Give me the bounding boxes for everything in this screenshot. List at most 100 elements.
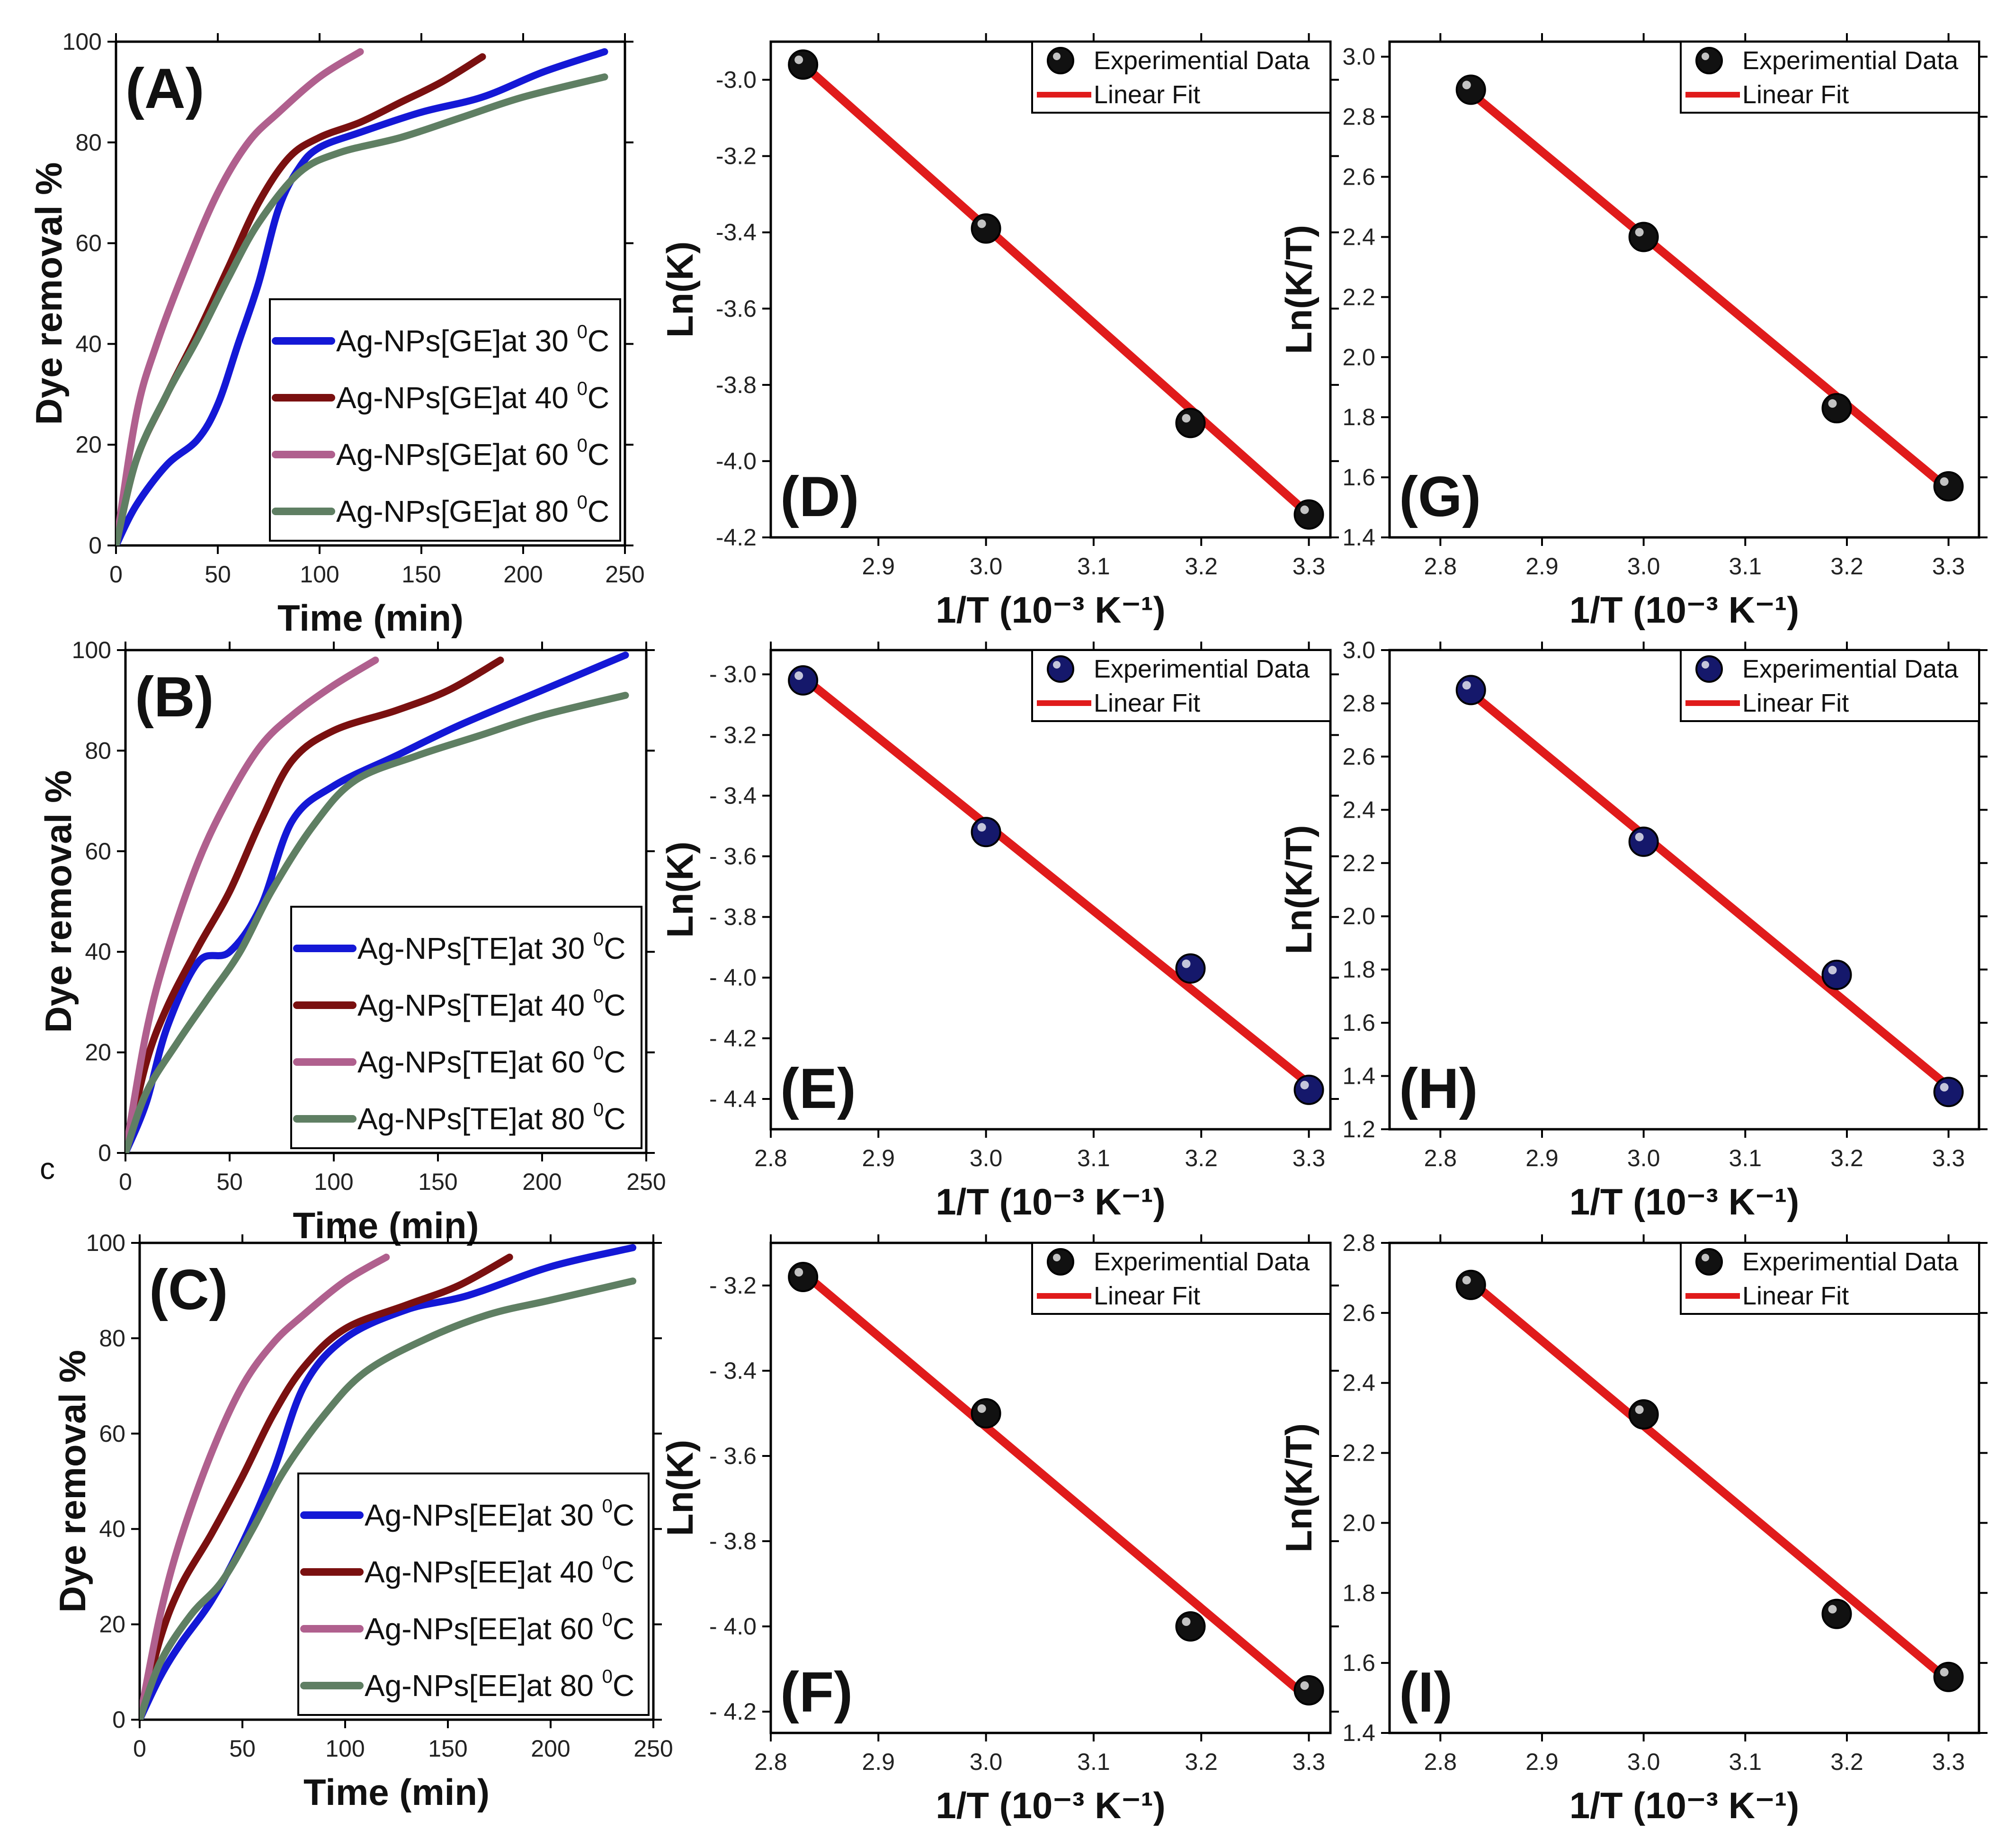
legend-frame	[1031, 1242, 1331, 1315]
y-tick-label: - 4.0	[709, 964, 757, 991]
legend-label: Ag-NPs[EE]at 30 0C	[365, 1496, 634, 1532]
x-axis-title: Time (min)	[277, 597, 464, 639]
y-tick-label: 2.4	[1342, 223, 1375, 250]
y-tick-label: 1.6	[1342, 1650, 1375, 1676]
linear-fit-line	[1466, 688, 1953, 1091]
legend-label-superscript: 0	[602, 1666, 613, 1687]
legend-label-superscript: 0	[577, 492, 588, 513]
y-tick-label: 2.0	[1342, 1509, 1375, 1536]
x-tick-label: 3.0	[1627, 553, 1660, 580]
series-line	[125, 692, 629, 1153]
legend-marker	[1695, 655, 1723, 683]
x-tick-label: 2.9	[1525, 1145, 1559, 1171]
y-tick-label: 2.0	[1342, 344, 1375, 370]
x-tick-label: 3.2	[1830, 1145, 1863, 1171]
legend-label-superscript: 0	[602, 1609, 613, 1630]
y-tick-label: 2.6	[1342, 164, 1375, 190]
data-point	[1175, 408, 1206, 438]
x-axis-title: 1/T (10⁻³ K⁻¹)	[936, 1785, 1165, 1826]
legend-marker	[1047, 47, 1074, 74]
linear-fit-line	[799, 673, 1313, 1088]
data-point-highlight	[977, 823, 986, 832]
legend-label: Experimential Data	[1742, 655, 1959, 683]
y-tick-label: 40	[75, 330, 102, 357]
panel-label: (C)	[149, 1258, 228, 1321]
x-tick-label: 2.8	[754, 1145, 787, 1171]
legend-frame	[1680, 649, 1980, 722]
plot-frame	[138, 1241, 655, 1721]
data-point	[1933, 1661, 1964, 1692]
legend-frame	[1680, 1242, 1980, 1315]
y-tick-label: 40	[85, 938, 111, 965]
y-tick-label: 1.4	[1342, 524, 1375, 551]
data-point-highlight	[1462, 1276, 1471, 1285]
legend-marker-highlight	[1702, 53, 1709, 60]
y-axis-title: Ln(K)	[659, 1440, 701, 1536]
x-tick-label: 3.3	[1932, 1145, 1965, 1171]
y-tick-label: - 4.2	[709, 1025, 757, 1052]
legend-label-unit: C	[604, 1102, 625, 1136]
data-point	[1821, 393, 1852, 424]
panel-label: (F)	[780, 1661, 853, 1724]
legend-label-superscript: 0	[577, 378, 588, 399]
legend-label: Linear Fit	[1742, 689, 1849, 717]
legend-label-main: Ag-NPs[TE]at 60	[357, 1045, 593, 1079]
y-tick-label: 60	[75, 230, 102, 257]
data-point-highlight	[1635, 1405, 1644, 1414]
linear-fit-line	[799, 60, 1313, 519]
chart-panel-f: 2.8 2.9 3.0 3.1 3.2 3.3 - 4.2 - 4.0 - 3.8 - 3.6 - …	[659, 1234, 1339, 1826]
x-tick-label: 3.2	[1830, 1749, 1863, 1775]
y-tick-label: -3.0	[716, 67, 757, 93]
y-tick-label: 20	[85, 1039, 111, 1066]
legend: Experimential Data Linear Fit	[1680, 649, 1980, 722]
y-tick-label: - 4.4	[709, 1086, 757, 1112]
y-axis-title: Dye removal %	[37, 770, 79, 1033]
y-tick-label: 0	[112, 1706, 125, 1733]
data-point	[1933, 1077, 1964, 1107]
y-tick-label: 2.2	[1342, 1440, 1375, 1466]
x-axis-title: Time (min)	[293, 1205, 479, 1246]
data-point-highlight	[1182, 1617, 1191, 1626]
legend-marker-highlight	[1702, 1254, 1709, 1261]
legend-label-superscript: 0	[593, 986, 604, 1007]
legend-label-unit: C	[604, 1045, 625, 1079]
legend-label-main: Ag-NPs[GE]at 30	[336, 324, 577, 358]
legend-label-unit: C	[613, 1612, 634, 1646]
data-point-highlight	[794, 55, 803, 64]
x-tick-label: 3.0	[1627, 1749, 1660, 1775]
y-tick-label: 3.0	[1342, 44, 1375, 70]
legend-label-main: Ag-NPs[GE]at 80	[336, 494, 577, 528]
x-tick-label: 3.0	[1627, 1145, 1660, 1171]
data-point	[1293, 1074, 1324, 1105]
x-tick-label: 100	[314, 1169, 353, 1195]
chart-panel-e: 2.8 2.9 3.0 3.1 3.2 3.3 - 4.4 - 4.2 - 4.0 - 3.8 - …	[659, 642, 1339, 1223]
data-point	[1293, 1675, 1324, 1705]
y-tick-label: 3.0	[1342, 637, 1375, 663]
data-point-highlight	[1300, 1681, 1309, 1690]
data-point	[788, 1262, 819, 1292]
data-point	[971, 1398, 1001, 1428]
legend-label-superscript: 0	[577, 321, 588, 342]
x-tick-label: 2.8	[1424, 1749, 1457, 1775]
x-tick-label: 3.1	[1729, 1749, 1762, 1775]
y-tick-label: 80	[99, 1325, 125, 1351]
data-point-highlight	[1635, 228, 1644, 237]
data-point-highlight	[1828, 399, 1837, 408]
legend-label: Experimential Data	[1094, 655, 1310, 683]
x-tick-label: 2.9	[1525, 1749, 1559, 1775]
x-tick-label: 0	[133, 1735, 146, 1762]
x-tick-label: 200	[531, 1735, 570, 1762]
y-tick-label: 20	[75, 431, 102, 458]
y-tick-label: - 4.2	[709, 1698, 757, 1725]
x-tick-label: 3.3	[1293, 1749, 1326, 1775]
x-tick-label: 3.3	[1932, 553, 1965, 580]
legend-label-superscript: 0	[577, 435, 588, 456]
legend-marker	[1047, 1248, 1074, 1276]
legend-label-unit: C	[613, 1669, 634, 1703]
chart-panel-i: 2.8 2.9 3.0 3.1 3.2 3.3 1.4 1.6 1.8 2.0 2.2 2.4 2.6 2…	[1278, 1230, 1988, 1826]
y-tick-label: 1.8	[1342, 1580, 1375, 1606]
x-tick-label: 50	[216, 1169, 243, 1195]
x-tick-label: 2.9	[1525, 553, 1559, 580]
